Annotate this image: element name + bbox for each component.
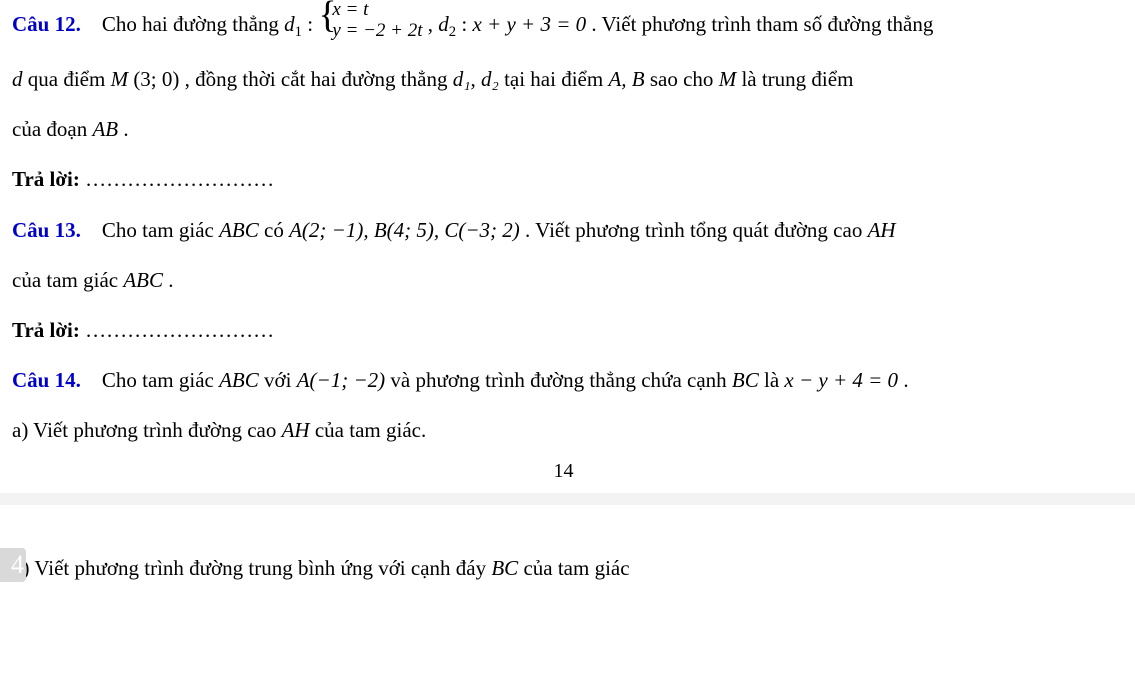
question-14-line1: Câu 14. Cho tam giác ABC với A(−1; −2) v…	[12, 357, 1115, 403]
q13-abc: ABC	[219, 218, 259, 242]
q14-a-pre: a) Viết phương trình đường cao	[12, 418, 282, 442]
q14-a-post: của tam giác.	[315, 418, 426, 442]
q13-coords: A(2; −1), B(4; 5), C(−3; 2)	[289, 218, 520, 242]
q14-a-ah: AH	[282, 418, 310, 442]
q12-m-args: (3; 0)	[133, 67, 179, 91]
q12-l2e: tại hai điểm	[504, 67, 608, 91]
answer-12: Trả lời: ………………………	[12, 156, 1115, 202]
answer-label-12: Trả lời:	[12, 167, 80, 191]
q12-d1d2: d₁, d₂	[453, 67, 499, 91]
q12-l2d: , đồng thời cắt hai đường thẳng	[185, 67, 453, 91]
q13-t3: . Viết phương trình tổng quát đường cao	[525, 218, 868, 242]
q12-d2eq: x + y + 3 = 0	[472, 12, 586, 36]
q12-m: M	[111, 67, 129, 91]
q14-acoord: A(−1; −2)	[297, 368, 385, 392]
q12-l2g: là trung điểm	[741, 67, 853, 91]
page-separator	[0, 493, 1135, 505]
cutoff-post: của tam giác	[523, 556, 629, 580]
q12-d: d	[12, 67, 23, 91]
q14-t1: Cho tam giác	[102, 368, 219, 392]
cutoff-line: b) Viết phương trình đường trung bình ứn…	[0, 545, 1135, 591]
q12-l3a: của đoạn	[12, 117, 92, 141]
question-13-line2: của tam giác ABC .	[12, 257, 1115, 303]
question-12-line3: của đoạn AB .	[12, 106, 1115, 152]
q12-l2b: qua điểm	[28, 67, 111, 91]
left-tab[interactable]: 4	[0, 548, 26, 582]
q12-l3-ab: AB	[92, 117, 118, 141]
q12-colon1: :	[307, 12, 313, 36]
q12-d1-sub: 1	[295, 24, 302, 40]
question-14-part-a: a) Viết phương trình đường cao AH của ta…	[12, 407, 1115, 453]
q13-l2a: của tam giác	[12, 268, 123, 292]
question-12-line1: Câu 12. Cho hai đường thẳng d1 : { x = t…	[12, 0, 1115, 52]
q14-t4: là	[764, 368, 784, 392]
q14-abc: ABC	[219, 368, 259, 392]
q13-l2-abc: ABC	[123, 268, 163, 292]
q13-t1: Cho tam giác	[102, 218, 219, 242]
question-13-line1: Câu 13. Cho tam giác ABC có A(2; −1), B(…	[12, 207, 1115, 253]
q14-t2: với	[264, 368, 297, 392]
q14-t3: và phương trình đường thẳng chứa cạnh	[390, 368, 732, 392]
page-number: 14	[12, 460, 1115, 483]
answer-label-13: Trả lời:	[12, 318, 80, 342]
q12-l3b: .	[123, 117, 128, 141]
q12-sys-row2: y = −2 + 2t	[332, 21, 422, 42]
q12-l2f: sao cho	[650, 67, 719, 91]
answer-13: Trả lời: ………………………	[12, 307, 1115, 353]
answer-dots-13: ………………………	[85, 318, 274, 342]
q12-sys-row1: x = t	[332, 0, 422, 21]
question-12-line2: d qua điểm M (3; 0) , đồng thời cắt hai …	[12, 56, 1115, 102]
q12-after-d2: . Viết phương trình tham số đường thẳng	[591, 12, 933, 36]
cutoff-pre: b) Viết phương trình đường trung bình ứn…	[12, 556, 491, 580]
cutoff-bc: BC	[491, 556, 518, 580]
q14-label: Câu 14.	[12, 368, 81, 392]
q12-d2-sub: 2	[449, 24, 456, 40]
q12-colon2: :	[461, 12, 472, 36]
q14-bc: BC	[732, 368, 759, 392]
answer-dots-12: ………………………	[85, 167, 274, 191]
brace-icon: {	[318, 0, 336, 34]
q12-d1: d	[284, 12, 295, 36]
q12-ab: A, B	[608, 67, 644, 91]
q13-l2b: .	[168, 268, 173, 292]
q13-label: Câu 13.	[12, 218, 81, 242]
q14-eq: x − y + 4 = 0	[784, 368, 898, 392]
q12-d2: d	[438, 12, 449, 36]
q12-m2: M	[719, 67, 737, 91]
q12-comma: ,	[428, 12, 439, 36]
q12-label: Câu 12.	[12, 12, 81, 36]
q12-system: { x = t y = −2 + 2t	[318, 0, 422, 52]
q12-pretext: Cho hai đường thẳng	[102, 12, 284, 36]
q13-t2: có	[264, 218, 289, 242]
q13-ah: AH	[868, 218, 896, 242]
q14-t5: .	[903, 368, 908, 392]
